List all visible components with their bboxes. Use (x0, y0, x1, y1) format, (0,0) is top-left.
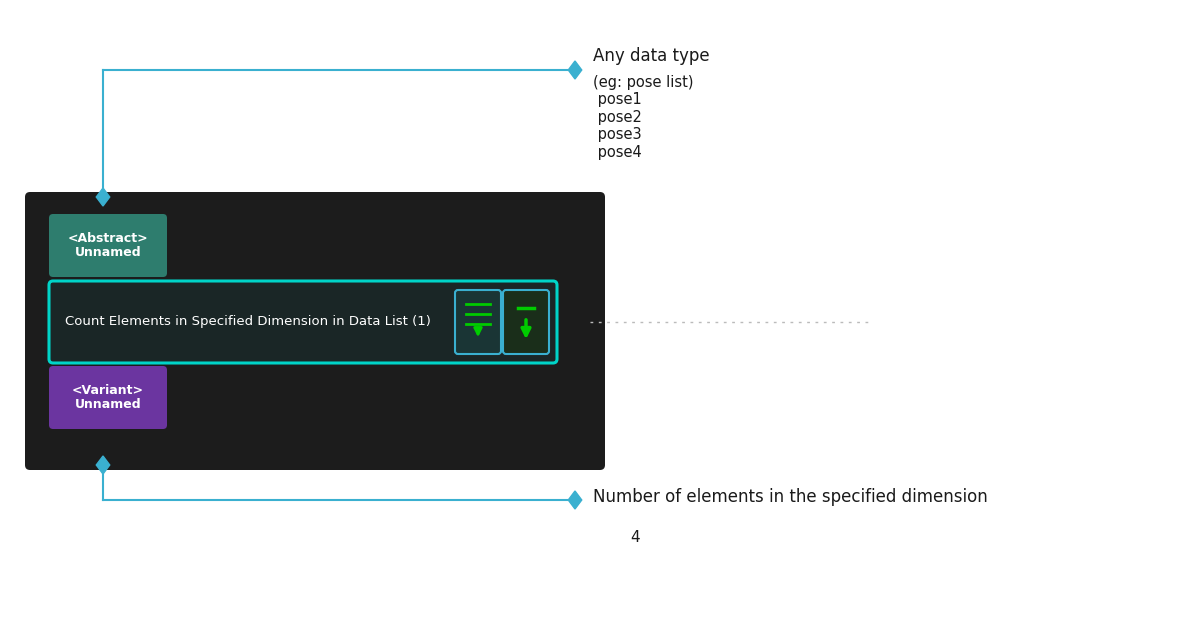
FancyBboxPatch shape (503, 290, 550, 354)
Text: 4: 4 (630, 530, 640, 545)
Text: Any data type: Any data type (594, 47, 710, 65)
Polygon shape (96, 456, 109, 474)
Text: <Variant>
Unnamed: <Variant> Unnamed (72, 383, 144, 412)
FancyBboxPatch shape (25, 192, 605, 470)
FancyBboxPatch shape (49, 214, 167, 277)
Text: Count Elements in Specified Dimension in Data List (1): Count Elements in Specified Dimension in… (65, 316, 431, 329)
Text: (eg: pose list)
 pose1
 pose2
 pose3
 pose4: (eg: pose list) pose1 pose2 pose3 pose4 (594, 75, 693, 159)
FancyBboxPatch shape (455, 290, 501, 354)
Polygon shape (569, 491, 582, 509)
FancyBboxPatch shape (49, 281, 557, 363)
FancyBboxPatch shape (49, 366, 167, 429)
Text: <Abstract>
Unnamed: <Abstract> Unnamed (68, 231, 148, 260)
Polygon shape (96, 188, 109, 206)
Polygon shape (569, 61, 582, 79)
Text: Number of elements in the specified dimension: Number of elements in the specified dime… (594, 488, 988, 506)
